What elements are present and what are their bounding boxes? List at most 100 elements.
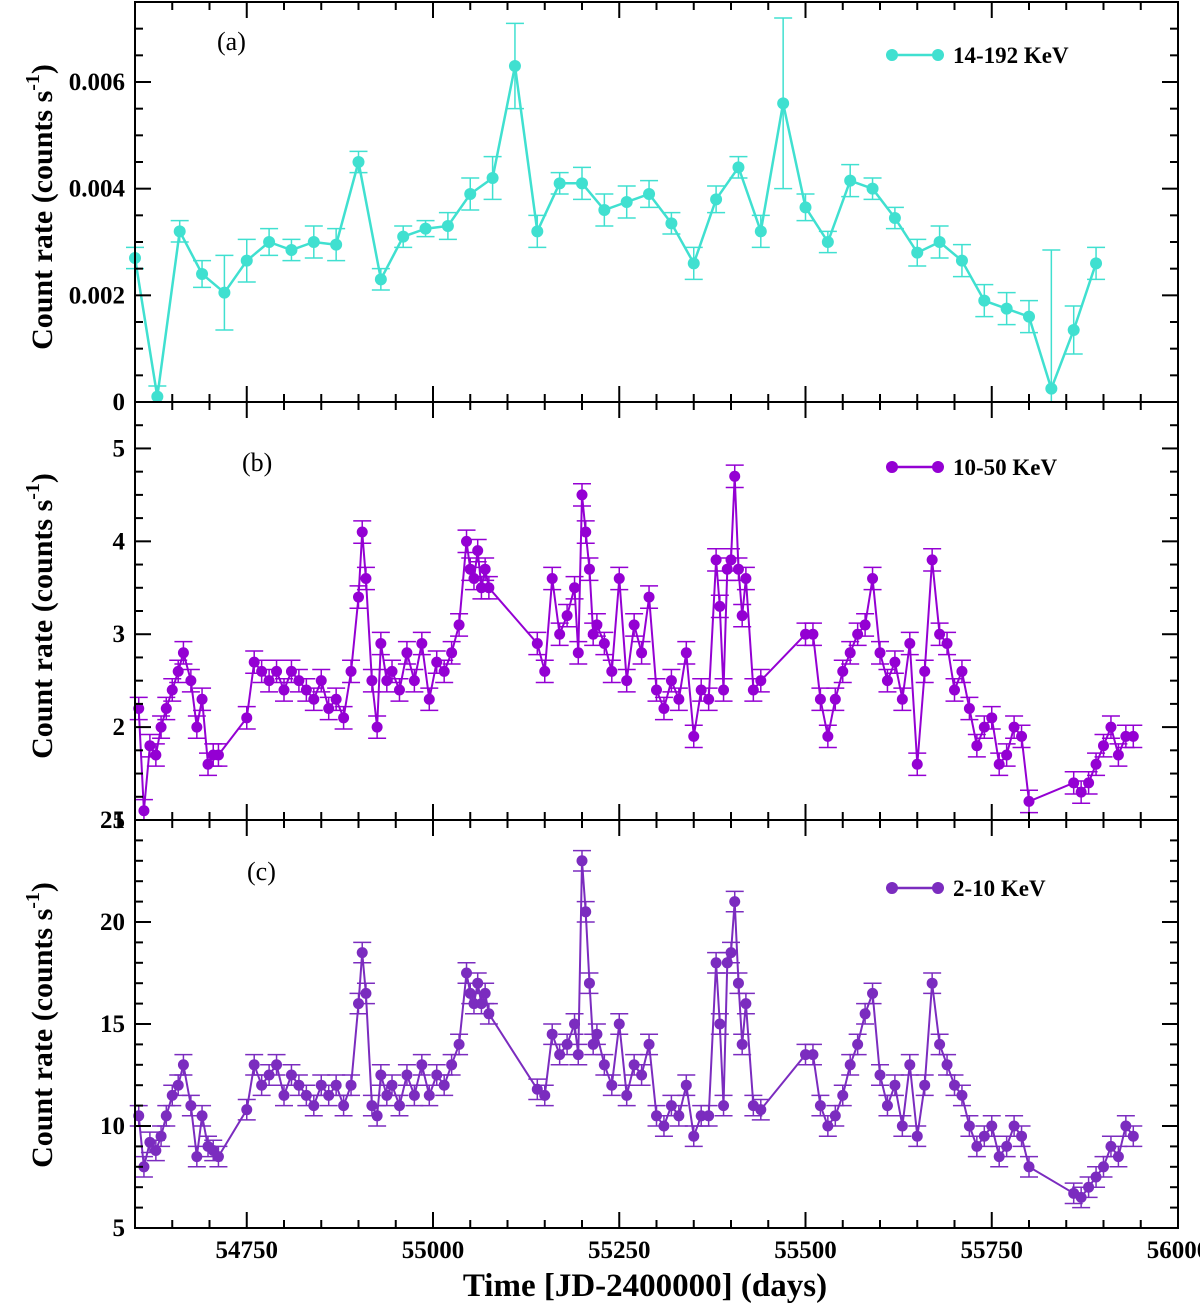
panel-b-data-points xyxy=(133,470,1139,817)
data-point xyxy=(729,896,741,908)
data-point xyxy=(814,693,826,705)
data-point xyxy=(1023,795,1035,807)
data-point xyxy=(1090,257,1103,270)
data-point xyxy=(747,684,759,696)
data-point xyxy=(978,1130,990,1142)
data-point xyxy=(740,998,752,1010)
data-point xyxy=(949,1079,960,1091)
data-point xyxy=(419,222,432,235)
data-point xyxy=(371,1110,383,1122)
data-point xyxy=(721,563,733,575)
data-point xyxy=(636,1069,648,1081)
data-point xyxy=(852,628,864,640)
x-axis-title: Time [JD-2400000] (days) xyxy=(463,1268,827,1304)
data-point xyxy=(160,703,172,715)
data-point xyxy=(315,1079,327,1091)
panel-b: 1 2 3 4 5 (b) 10-50 KeV Count rate (counts s… xyxy=(22,401,1179,834)
data-point xyxy=(941,1059,953,1071)
data-point xyxy=(859,619,871,631)
data-point xyxy=(381,675,393,687)
data-point xyxy=(844,1059,856,1071)
data-point xyxy=(1098,1161,1109,1173)
data-point xyxy=(978,294,991,307)
data-point xyxy=(1023,310,1035,323)
data-point xyxy=(431,1069,443,1081)
panel-a-x-ticks xyxy=(134,2,1179,402)
data-point xyxy=(155,721,167,733)
data-point xyxy=(1075,786,1087,798)
panel-a-data-points xyxy=(129,60,1103,403)
data-point xyxy=(554,1049,566,1061)
data-point xyxy=(464,987,476,999)
data-point xyxy=(1090,758,1102,770)
data-point xyxy=(150,749,162,761)
data-point xyxy=(155,1130,167,1142)
data-point xyxy=(241,1104,253,1116)
data-point xyxy=(479,563,491,575)
y-tick-label: 1 xyxy=(113,807,126,834)
data-point xyxy=(472,545,484,557)
y-tick-label: 0.004 xyxy=(69,176,126,203)
data-point xyxy=(665,217,678,230)
data-point xyxy=(356,526,368,538)
data-point xyxy=(353,998,364,1010)
data-point xyxy=(416,1059,428,1071)
data-point xyxy=(381,1089,393,1101)
data-point xyxy=(356,947,368,959)
data-point xyxy=(1098,740,1109,752)
x-tick-label: 55500 xyxy=(774,1237,837,1264)
data-point xyxy=(531,1083,543,1095)
data-point xyxy=(1090,1171,1102,1183)
data-point xyxy=(196,693,208,705)
data-point xyxy=(300,684,312,696)
data-point xyxy=(1127,1130,1139,1142)
data-point xyxy=(580,526,592,538)
data-point xyxy=(464,563,476,575)
data-point xyxy=(185,1100,197,1112)
data-point xyxy=(580,906,592,918)
data-point xyxy=(993,1151,1005,1163)
data-point xyxy=(278,1089,290,1101)
data-point xyxy=(904,1059,916,1071)
data-point xyxy=(352,156,365,168)
data-point xyxy=(330,693,342,705)
data-point xyxy=(688,730,700,742)
data-point xyxy=(949,684,960,696)
y-tick-label: 15 xyxy=(100,1011,125,1038)
data-point xyxy=(323,1089,335,1101)
data-point xyxy=(658,703,670,715)
data-point xyxy=(636,647,648,659)
y-tick-label: 10 xyxy=(100,1113,125,1140)
data-point xyxy=(673,693,685,705)
x-tick-label: 56000 xyxy=(1147,1237,1200,1264)
x-tick-label: 55750 xyxy=(961,1237,1024,1264)
data-point xyxy=(271,1059,283,1071)
y-tick-label: 0.002 xyxy=(69,282,125,309)
data-point xyxy=(248,656,260,668)
data-point xyxy=(386,665,398,677)
panel-c-y-axis-title: Count rate (counts s-1) xyxy=(22,882,59,1168)
panel-b-y-axis-title-superscript: -1 xyxy=(22,483,44,500)
data-point xyxy=(401,647,413,659)
data-point xyxy=(271,665,283,677)
data-point xyxy=(687,257,700,270)
data-point xyxy=(583,977,595,989)
panel-a-series-line xyxy=(133,65,1098,397)
panel-b-label: (b) xyxy=(242,448,272,477)
data-point xyxy=(874,647,886,659)
panel-c-x-tick-labels: 54750 55000 55250 55500 55750 56000 xyxy=(216,1237,1200,1264)
panel-b-y-ticks: 1 2 3 4 5 xyxy=(113,401,1178,834)
data-point xyxy=(453,1038,465,1050)
data-point xyxy=(446,1059,458,1071)
x-tick-label: 55250 xyxy=(588,1237,651,1264)
data-point xyxy=(725,554,737,566)
panel-a-y-ticks: 0 0.002 0.004 0.006 xyxy=(69,1,1178,416)
data-point xyxy=(651,1110,662,1122)
data-point xyxy=(904,638,916,650)
data-point xyxy=(479,987,491,999)
data-point xyxy=(606,1079,618,1091)
data-point xyxy=(755,1104,767,1116)
data-point xyxy=(546,572,558,584)
data-point xyxy=(628,1059,640,1071)
data-point xyxy=(569,582,581,594)
